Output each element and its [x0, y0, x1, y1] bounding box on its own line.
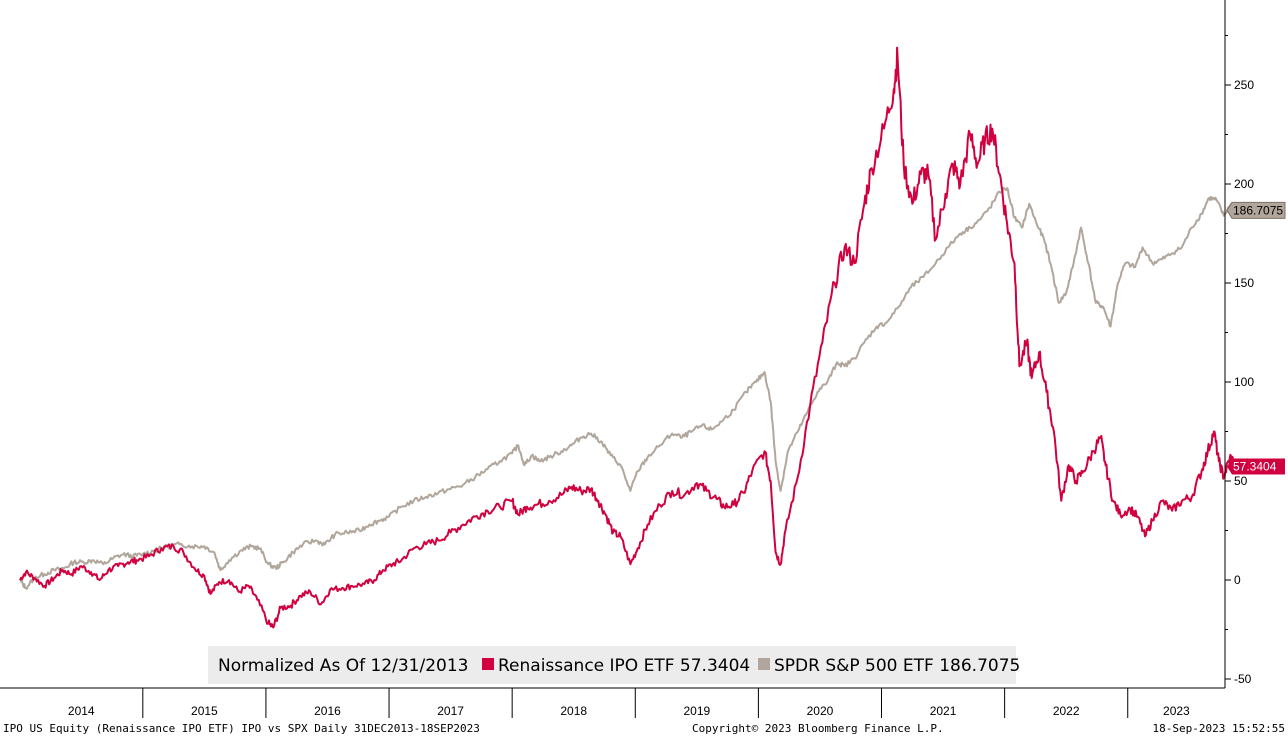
x-tick-label: 2016: [314, 704, 341, 718]
legend-background: [208, 646, 1016, 684]
footer-security-description: IPO US Equity (Renaissance IPO ETF) IPO …: [3, 722, 480, 735]
plot-area: [18, 46, 1238, 629]
series-lines: [18, 46, 1238, 629]
last-value-tag-spy: 186.7075: [1226, 201, 1286, 219]
y-axis: -50 0 50 100 150 200 250: [1224, 0, 1254, 688]
legend-series-name-ipo: Renaissance IPO ETF: [498, 656, 675, 676]
legend-swatch-ipo: [482, 658, 494, 670]
last-value-tag-spy-shape: [1226, 201, 1286, 219]
footer: IPO US Equity (Renaissance IPO ETF) IPO …: [3, 722, 1285, 735]
last-value-tag-spy-text: 186.7075: [1233, 203, 1283, 217]
x-tick-label: 2014: [68, 704, 95, 718]
footer-timestamp: 18-Sep-2023 15:52:55: [1153, 722, 1285, 735]
y-ticks: -50 0 50 100 150 200 250: [1225, 35, 1254, 686]
x-tick-label: 2015: [191, 704, 218, 718]
x-tick-label: 2019: [683, 704, 710, 718]
legend-normalized-label: Normalized As Of 12/31/2013: [218, 656, 468, 676]
x-tick-label: 2022: [1053, 704, 1080, 718]
y-tick-label: 200: [1234, 177, 1254, 191]
y-tick-label: -50: [1234, 672, 1252, 686]
y-tick-label: 100: [1234, 375, 1254, 389]
x-tick-label: 2023: [1163, 704, 1190, 718]
legend: Normalized As Of 12/31/2013 Renaissance …: [208, 646, 1020, 684]
legend-swatch-spy: [758, 658, 770, 670]
last-value-tag-ipo-text: 57.3404: [1233, 459, 1277, 473]
svg-text:Renaissance IPO ETF 57.3: Renaissance IPO ETF 57.3404: [498, 656, 750, 676]
legend-series-name-spy: SPDR S&P 500 ETF: [774, 656, 934, 676]
y-tick-label: 150: [1234, 276, 1254, 290]
x-tick-label: 2021: [930, 704, 957, 718]
x-tick-label: 2020: [807, 704, 834, 718]
legend-series-value-ipo: 57.3404: [680, 656, 750, 676]
y-tick-label: 0: [1234, 573, 1241, 587]
footer-copyright: Copyright© 2023 Bloomberg Finance L.P.: [692, 722, 944, 735]
series-line-renaissance-ipo: [18, 46, 1238, 629]
legend-series-value-spy: 186.7075: [939, 656, 1020, 676]
last-value-tags: 186.7075 57.3404: [1226, 201, 1286, 475]
svg-text:SPDR S&P 500 ETF 186.707: SPDR S&P 500 ETF 186.7075: [774, 656, 1020, 676]
x-tick-label: 2018: [560, 704, 587, 718]
y-tick-label: 50: [1234, 474, 1248, 488]
last-value-tag-ipo: 57.3404: [1227, 458, 1285, 475]
x-ticks: 2014 2015 2016 2017 2018 2019 2020 2021 2022 2023: [68, 688, 1190, 718]
x-axis: 2014 2015 2016 2017 2018 2019 2020 2021 2022 2023: [0, 687, 1225, 718]
x-tick-label: 2017: [437, 704, 464, 718]
last-value-tag-ipo-shape: [1227, 458, 1285, 475]
y-tick-label: 250: [1234, 78, 1254, 92]
series-line-spdr-sp500: [19, 186, 1238, 590]
